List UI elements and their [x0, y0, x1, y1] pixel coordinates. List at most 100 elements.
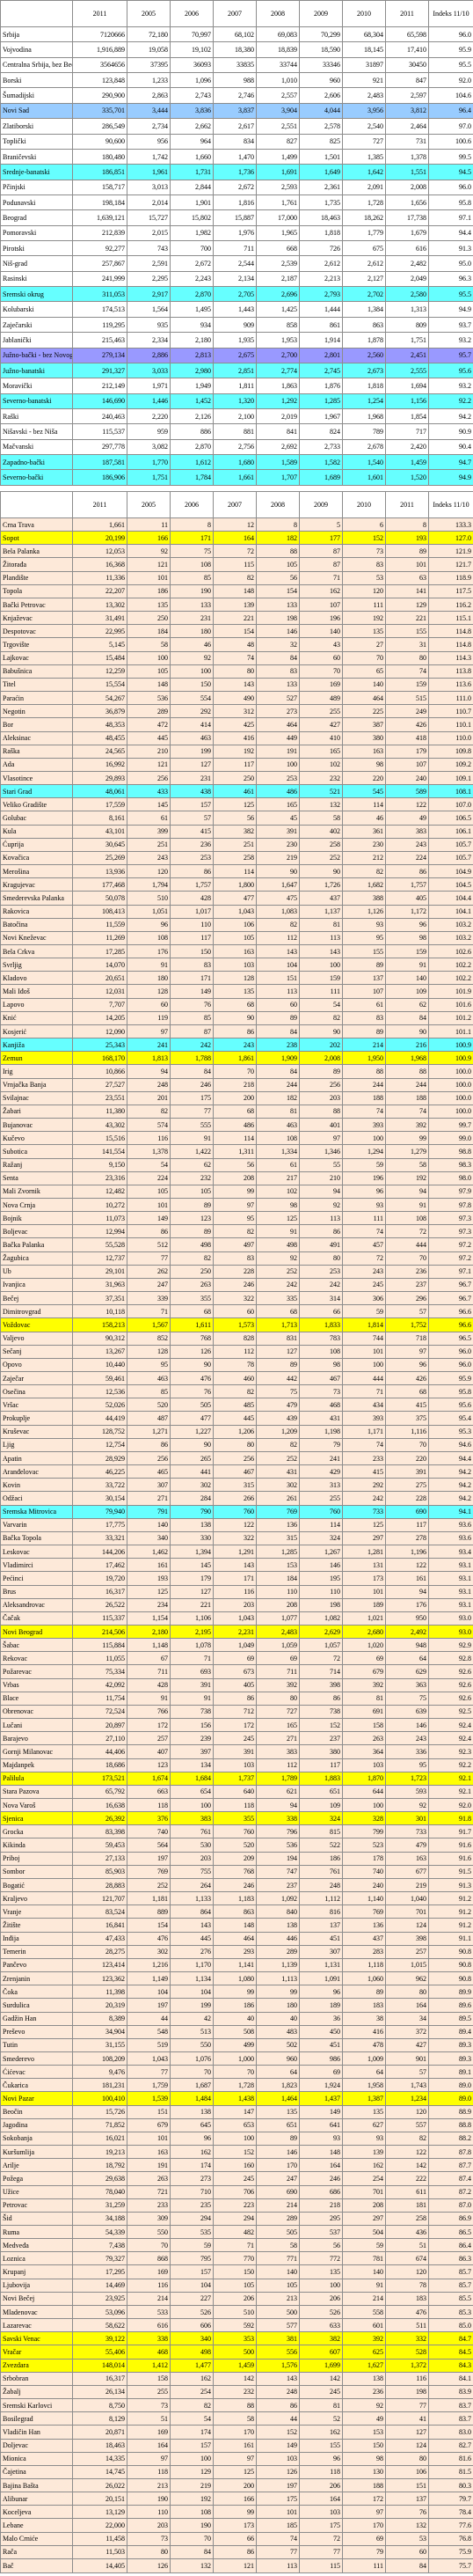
cell: 218: [299, 2198, 343, 2213]
cell: 23,925: [72, 2291, 127, 2306]
table-row: Novi Beograd 214,506 2,180 2,195 2,231 2,483 2…: [0, 1624, 473, 1640]
cell: 98: [256, 1197, 300, 1213]
cell: 827: [256, 133, 300, 150]
cell: 146,690: [72, 393, 127, 409]
cell: 138: [342, 2371, 386, 2386]
cell: 250: [127, 611, 171, 626]
cell: 107.0: [428, 797, 473, 812]
cell: 391: [256, 824, 300, 839]
cell: 1,133: [170, 1891, 214, 1906]
cell: 1,051: [127, 904, 171, 919]
cell: 206: [299, 2291, 343, 2306]
cell: 2,629: [299, 1624, 343, 1640]
cell: 157: [170, 797, 214, 812]
cell: 93.6: [428, 1517, 473, 1532]
cell: 100: [213, 2131, 257, 2147]
table-row: Sjenica 26,392 376 383 355 338 324 328 301 91.8: [0, 1811, 473, 1826]
row-label: Sopot: [0, 531, 73, 546]
cell: 203: [170, 1851, 214, 1866]
cell: 711: [127, 1664, 171, 1679]
cell: 90: [256, 864, 300, 879]
cell: 486: [213, 1118, 257, 1133]
cell: 124: [385, 2438, 429, 2453]
cell: 154: [213, 624, 257, 639]
cell: 10,272: [72, 1197, 127, 1213]
cell: 294: [170, 2211, 214, 2227]
cell: 1,313: [385, 301, 429, 318]
cell: 217: [256, 1171, 300, 1185]
cell: 120: [385, 2104, 429, 2119]
cell: 18,145: [342, 41, 386, 58]
cell: 556: [256, 2345, 300, 2359]
cell: 769: [342, 1904, 386, 1919]
row-label: Alibunar: [0, 2492, 73, 2506]
cell: 89.5: [428, 2011, 473, 2026]
cell: 99: [213, 1184, 257, 1199]
cell: 457: [342, 1237, 386, 1252]
cell: 132: [170, 2558, 214, 2574]
cell: 693: [170, 1664, 214, 1679]
cell: 91.3: [428, 240, 473, 257]
cell: 382: [213, 824, 257, 839]
cell: 1,148: [127, 1638, 171, 1653]
cell: 1,010: [256, 72, 300, 89]
cell: 240,463: [72, 407, 127, 425]
cell: 738: [170, 1704, 214, 1720]
cell: 53,096: [72, 2304, 127, 2320]
cell: 410: [299, 730, 343, 745]
cell: 2,464: [385, 118, 429, 135]
row-label: Palilula: [0, 1771, 73, 1786]
cell: 2,662: [170, 118, 214, 135]
cell: 554: [170, 691, 214, 706]
cell: 44: [127, 2011, 171, 2026]
cell: 22,995: [72, 624, 127, 639]
row-label: Jablanički: [0, 332, 73, 349]
cell: 108: [127, 930, 171, 946]
cell: 135: [256, 2104, 300, 2119]
row-label: Žitište: [0, 1918, 73, 1933]
cell: 200: [213, 2477, 257, 2493]
cell: 64: [256, 2065, 300, 2080]
row-label: Despotovac: [0, 624, 73, 639]
cell: 289: [256, 2211, 300, 2227]
cell: 727: [342, 133, 386, 150]
cell: 242: [170, 1038, 214, 1053]
cell: 1,679: [385, 224, 429, 242]
cell: 263: [170, 1277, 214, 1293]
cell: 2,692: [256, 438, 300, 456]
cell: 1,680: [213, 454, 257, 471]
cell: 686: [299, 2184, 343, 2199]
cell: 10,866: [72, 1064, 127, 1079]
cell: 1,057: [299, 1638, 343, 1653]
cell: 2,180: [127, 1624, 171, 1640]
cell: 265: [170, 1450, 214, 1466]
row-label: Sombor: [0, 1864, 73, 1879]
cell: 57: [385, 2065, 429, 2080]
cell: 101: [385, 557, 429, 572]
row-label: Gornji Milanovac: [0, 1744, 73, 1759]
cell: 212,149: [72, 378, 127, 394]
cell: 414: [170, 717, 214, 732]
row-label: Bor: [0, 717, 73, 732]
cell: 673: [213, 1664, 257, 1679]
cell: 52: [299, 2411, 343, 2426]
cell: 783: [299, 1331, 343, 1346]
cell: 12,031: [72, 984, 127, 999]
table-row: Podunavski 198,184 2,014 1,901 1,816 1,761 1,7…: [0, 194, 473, 211]
cell: 125: [213, 797, 257, 812]
cell: 768: [170, 1331, 214, 1346]
cell: 135: [127, 597, 171, 613]
cell: 1,076: [170, 2051, 214, 2066]
cell: 43,101: [72, 824, 127, 839]
cell: 402: [299, 824, 343, 839]
cell: 166: [213, 2492, 257, 2506]
row-label: Kladovo: [0, 971, 73, 986]
cell: 103: [213, 958, 257, 972]
cell: 122: [385, 797, 429, 812]
cell: 476: [170, 1370, 214, 1386]
row-label: Blace: [0, 1691, 73, 1706]
cell: 73: [127, 2531, 171, 2546]
row-label: Vlasotince: [0, 770, 73, 786]
cell: 95.6: [428, 362, 473, 379]
row-label: Sokobanja: [0, 2131, 73, 2147]
